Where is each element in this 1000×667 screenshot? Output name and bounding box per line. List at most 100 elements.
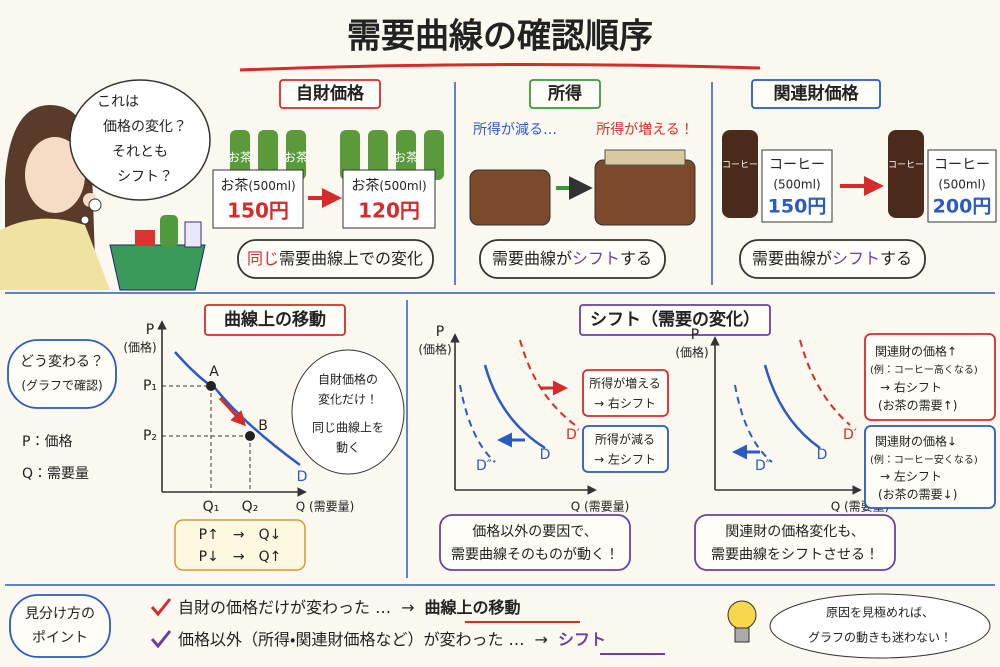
title-underline bbox=[239, 62, 761, 72]
caption: 需要曲線がシフトする bbox=[492, 249, 652, 268]
note-line: 需要曲線をシフトさせる！ bbox=[711, 547, 879, 563]
legend-p: P：価格 bbox=[22, 434, 72, 450]
decoration bbox=[582, 369, 669, 417]
y-axis-label: P bbox=[691, 327, 699, 343]
tick-q1: Q₁ bbox=[203, 499, 220, 515]
shift-box-line: 関連財の価格↓ bbox=[875, 434, 957, 449]
point-condition: 自財の価格だけが変わった … bbox=[178, 598, 391, 617]
decoration bbox=[237, 239, 434, 279]
decoration bbox=[174, 351, 301, 467]
decoration bbox=[459, 384, 496, 463]
bottle-label: コーヒー bbox=[722, 160, 758, 171]
caption-part: 需要曲線上での変化 bbox=[279, 249, 423, 268]
tick-p2: P₂ bbox=[143, 428, 157, 444]
curve-label: D′ bbox=[843, 427, 857, 443]
decoration bbox=[69, 79, 211, 201]
decoration bbox=[424, 130, 444, 180]
points-section: 見分け方の ポイント 自財の価格だけが変わった … → 曲線上の移動 価格以外（所得… bbox=[9, 593, 991, 659]
decoration bbox=[519, 339, 576, 426]
decoration bbox=[864, 333, 996, 421]
curve-label: D″ bbox=[476, 458, 492, 474]
y-axis-label: (価格) bbox=[675, 345, 708, 360]
decoration bbox=[245, 431, 255, 441]
panel-income: 所得 所得が減る… 所得が増える！ 需要曲線がシフトする bbox=[469, 79, 696, 279]
decoration bbox=[218, 396, 247, 427]
decoration bbox=[734, 384, 773, 463]
shift-box-line: 所得が増える bbox=[589, 376, 661, 391]
decoration bbox=[135, 230, 155, 246]
sign-price: 150円 bbox=[768, 196, 827, 218]
bottle-label: コーヒー bbox=[888, 160, 924, 171]
decoration bbox=[368, 130, 388, 180]
panel-title: 自財価格 bbox=[296, 83, 365, 104]
bubble-line: それとも bbox=[112, 144, 168, 160]
point-row: 価格以外（所得・関連財価格など）が変わった … → シフト bbox=[178, 630, 606, 649]
decoration bbox=[483, 364, 546, 450]
decoration bbox=[769, 593, 991, 659]
shift-box-line: (例：コーヒー安くなる) bbox=[870, 453, 978, 466]
caption-emph: シフト bbox=[572, 249, 620, 268]
decoration bbox=[258, 130, 278, 180]
caption-part: する bbox=[620, 249, 652, 268]
x-axis-label: Q (需要量) bbox=[571, 500, 630, 514]
thought-bubble: これは 価格の変化？ それとも シフト？ bbox=[69, 79, 211, 225]
basket bbox=[109, 215, 206, 291]
curve-label: D bbox=[817, 447, 828, 463]
decoration bbox=[7, 339, 117, 409]
caption-part: 需要曲線が bbox=[752, 249, 832, 268]
caption-emph: 同じ bbox=[247, 249, 279, 268]
bubble-line: これは bbox=[97, 94, 139, 110]
decoration bbox=[529, 79, 601, 109]
bubble-line: 自財価格の bbox=[318, 372, 378, 387]
panel-own-price: 自財価格 お茶 お茶 お茶 お茶(500ml) 150円 お茶(500ml) 1… bbox=[212, 79, 444, 279]
decoration bbox=[727, 600, 757, 630]
point-condition: 価格以外（所得・関連財価格など）が変わった … bbox=[178, 630, 525, 649]
decoration bbox=[174, 519, 306, 571]
shift-box-line: 関連財の価格↑ bbox=[875, 344, 957, 359]
decoration bbox=[88, 198, 102, 212]
decoration bbox=[206, 381, 216, 391]
decoration bbox=[694, 514, 896, 571]
y-axis-label: P bbox=[146, 322, 154, 338]
points-heading: ポイント bbox=[32, 630, 88, 646]
decoration bbox=[9, 594, 111, 658]
sign-text: お茶(500ml) bbox=[220, 177, 295, 194]
panel-title: 所得 bbox=[547, 83, 582, 104]
bubble-line: グラフの動きも迷わない！ bbox=[808, 631, 952, 645]
curve-label: D bbox=[297, 469, 308, 485]
income-down: 所得が減る… bbox=[473, 121, 557, 138]
decoration bbox=[160, 215, 178, 247]
legend-question: (グラフで確認) bbox=[21, 378, 102, 393]
curve-label: D″ bbox=[755, 458, 771, 474]
sign-name: お茶 bbox=[220, 177, 248, 194]
bubble-line: 価格の変化？ bbox=[103, 119, 187, 135]
bottle-label: お茶 bbox=[394, 151, 418, 165]
note-line: 需要曲線そのものが動く！ bbox=[451, 547, 619, 563]
shift-box-line: → 左シフト bbox=[594, 452, 656, 467]
panel-related-price: 関連財価格 コーヒー コーヒー コーヒー (500ml) 150円 コーヒー (… bbox=[722, 79, 997, 279]
decoration bbox=[291, 349, 405, 475]
shift-box-line: (お茶の需要↑) bbox=[878, 399, 957, 413]
sign-name: お茶 bbox=[351, 177, 379, 194]
sign-size: (500ml) bbox=[379, 179, 426, 193]
graph-shift: シフト（需要の変化） P (価格) Q (需要量) D D′ D″ 所得が増える… bbox=[418, 304, 771, 571]
y-axis-label: (価格) bbox=[123, 340, 156, 355]
shift-box-line: (お茶の需要↓) bbox=[878, 488, 957, 502]
shift-box-line: 所得が減る bbox=[595, 432, 655, 447]
decoration bbox=[604, 149, 686, 166]
point-b: B bbox=[258, 418, 268, 434]
note-line: 関連財の価格変化も、 bbox=[725, 524, 865, 540]
decoration bbox=[582, 425, 669, 473]
income-up: 所得が増える！ bbox=[596, 121, 694, 138]
decoration bbox=[751, 79, 881, 109]
bubble-line: 変化だけ！ bbox=[318, 392, 378, 407]
decoration bbox=[279, 79, 381, 109]
decoration bbox=[439, 514, 631, 571]
decoration bbox=[150, 598, 172, 617]
caption: 需要曲線がシフトする bbox=[752, 249, 912, 268]
decoration bbox=[927, 149, 997, 223]
decoration bbox=[739, 239, 926, 279]
caption-emph: シフト bbox=[832, 249, 880, 268]
curve-label: D bbox=[540, 447, 551, 463]
curve-label: D′ bbox=[566, 427, 580, 443]
